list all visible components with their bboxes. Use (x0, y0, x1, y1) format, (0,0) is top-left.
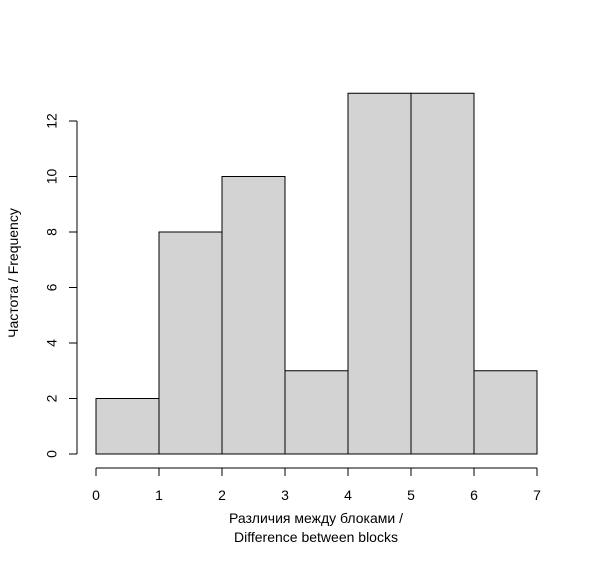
x-tick-label-4: 4 (344, 487, 352, 503)
histogram-bar-4 (347, 92, 412, 455)
x-tick-label-2: 2 (218, 487, 226, 503)
y-tick-label-0: 0 (44, 450, 60, 458)
histogram-bar-3 (284, 370, 349, 455)
x-axis-label-line1: Различия между блоками / (229, 510, 403, 526)
histogram-bar-5 (410, 92, 475, 455)
x-tick-label-5: 5 (407, 487, 415, 503)
histogram-bar-1 (158, 231, 223, 455)
y-tick-label-3: 6 (44, 283, 60, 291)
y-tick-label-2: 4 (44, 339, 60, 347)
y-tick-label-5: 10 (44, 169, 60, 185)
y-axis: 0 2 4 6 8 10 12 (44, 113, 78, 458)
histogram-bar-2 (221, 176, 286, 455)
bars-group (95, 92, 538, 455)
x-axis-label-line2: Difference between blocks (234, 529, 398, 545)
x-tick-label-1: 1 (155, 487, 163, 503)
histogram-bar-0 (95, 398, 160, 455)
y-tick-label-6: 12 (44, 113, 60, 129)
y-tick-label-1: 2 (44, 394, 60, 402)
x-tick-label-6: 6 (470, 487, 478, 503)
y-axis-label: Частота / Frequency (5, 208, 21, 338)
x-tick-label-0: 0 (92, 487, 100, 503)
x-axis: 0 1 2 3 4 5 6 7 (92, 467, 541, 503)
x-tick-label-3: 3 (281, 487, 289, 503)
y-tick-label-4: 8 (44, 228, 60, 236)
x-tick-label-7: 7 (533, 487, 541, 503)
histogram-bar-6 (473, 370, 538, 455)
